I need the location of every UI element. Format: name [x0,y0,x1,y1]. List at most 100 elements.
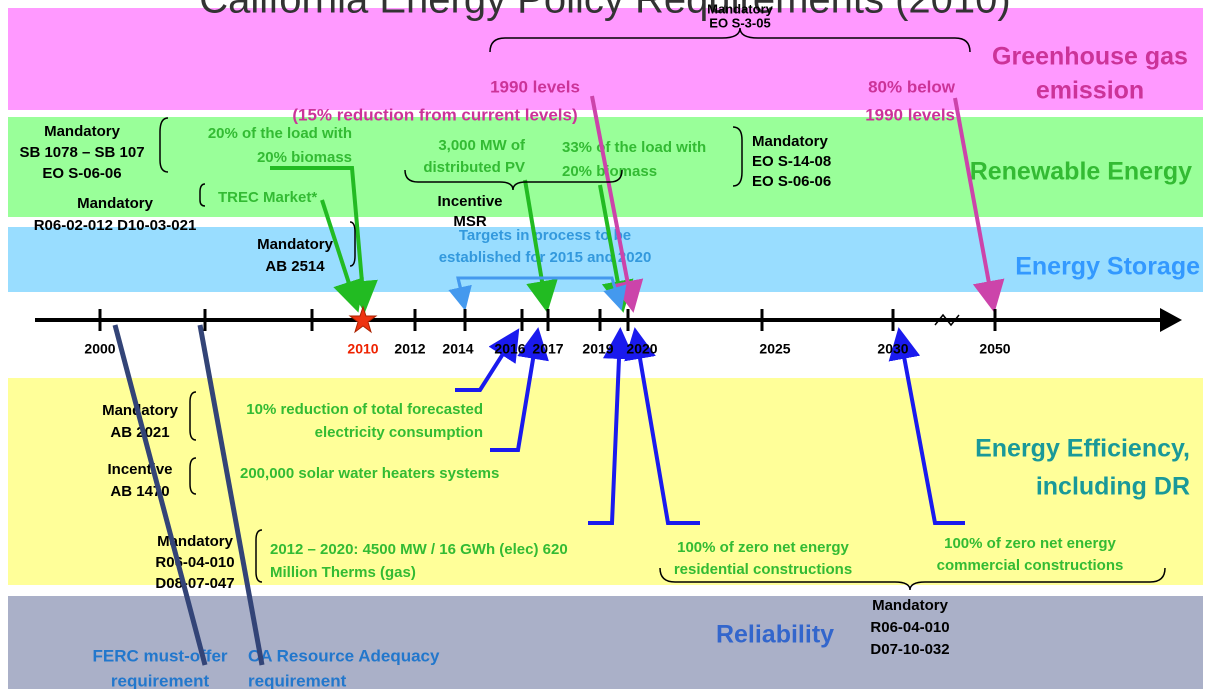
annotation: D08-07-047 [155,575,234,592]
year-label: 2050 [979,341,1010,357]
year-label: 2016 [494,341,525,357]
arrow [448,277,472,311]
annotation: R06-04-010 [155,554,234,571]
break-mark [934,313,960,327]
timeline-arrowhead [1160,308,1182,332]
year-label: 2000 [84,341,115,357]
brace [255,529,263,583]
annotation: D07-10-032 [870,641,949,658]
brace [159,117,169,173]
year-label: 2017 [532,341,563,357]
annotation: R06-02-012 D10-03-021 [34,217,197,234]
section-band [8,378,1203,585]
annotation: 20% biomass [257,149,352,166]
arrow [455,328,520,392]
brace [189,457,197,495]
section-label: emission [1036,77,1144,105]
title: California Energy Policy Requirements (2… [199,0,1010,22]
year-label: 2020 [626,341,657,357]
annotation: TREC Market* [218,189,317,206]
annotation: FERC must-offer [92,646,227,665]
braces [159,27,1166,591]
section-band [8,596,1203,689]
arrow [490,327,549,452]
annotation: Mandatory [102,402,179,419]
annotation: 20% biomass [562,163,657,180]
annotation: Incentive [437,193,502,210]
year-label: 2010 [347,341,378,357]
bands [8,8,1203,689]
annotation: CA Resource Adequacy [248,646,440,665]
arrow [953,97,1005,313]
timeline: 2000 2010 2012 2014 2016 2017 2019 2020 2025 2030… [84,309,1011,357]
annotation: Mandatory [707,1,774,16]
star [348,305,378,334]
year-label: 2019 [582,341,613,357]
year-label: 2014 [442,341,473,357]
annotation: Targets in process to be [459,227,631,244]
arrow [270,166,378,313]
annotation: commercial constructions [937,557,1124,574]
section-label: including DR [1036,473,1190,501]
annotation: 2012 – 2020: 4500 MW / 16 GWh (elec) 620 [270,541,568,558]
year-label: 2025 [759,341,790,357]
annotation: 3,000 MW of [438,137,526,154]
arrow [320,199,364,313]
annotation: 33% of the load with [562,139,706,156]
section-band [8,8,1203,110]
annotation: EO S-06-06 [42,165,121,182]
annotation: Million Therms (gas) [270,564,416,581]
annotation: R06-04-010 [870,619,949,636]
arrow [112,324,208,666]
annotation: Mandatory [752,133,829,150]
year-label: 2012 [394,341,425,357]
brace [732,126,743,187]
annotation: 1990 levels [490,77,580,96]
arrow [888,327,965,525]
annotation: requirement [111,671,210,689]
arrow [624,327,700,525]
brace [189,391,197,441]
annotation: 200,000 solar water heaters systems [240,465,499,482]
brace [659,567,1166,591]
year-label: 2030 [877,341,908,357]
annotation: Mandatory [77,195,154,212]
annotation: 10% reduction of total forecasted [246,401,483,418]
section-label: Reliability [716,621,834,649]
annotation: Incentive [107,461,172,478]
annotation: Mandatory [157,533,234,550]
annotation: EO S-06-06 [752,173,831,190]
brace [489,27,971,53]
section-label: Energy Storage [1015,253,1200,281]
arrow [588,327,635,525]
annotation: AB 2021 [110,424,169,441]
annotation: Mandatory [44,123,121,140]
annotation: AB 1470 [110,483,169,500]
arrow [590,95,644,313]
annotation: electricity consumption [315,424,483,441]
brace [404,169,623,191]
arrow [197,324,265,666]
annotation: 100% of zero net energy [677,539,849,556]
annotation: EO S-14-08 [752,153,831,170]
annotation: MSR [453,213,487,230]
annotation: 1990 levels [865,105,955,124]
annotation: residential constructions [674,561,852,578]
arrow [523,179,558,313]
annotation: 20% of the load with [208,125,352,142]
annotation: established for 2015 and 2020 [439,249,652,266]
section-label: Greenhouse gas [992,43,1188,71]
annotation: SB 1078 – SB 107 [19,144,144,161]
annotation: Mandatory [872,597,949,614]
brace [349,221,356,267]
annotation: (15% reduction from current levels) [292,105,577,124]
annotation: Mandatory [257,236,334,253]
annotation: EO S-3-05 [709,15,770,30]
annotation: distributed PV [423,159,525,176]
annotation: requirement [248,671,347,689]
annotation: 100% of zero net energy [944,535,1116,552]
annotation: AB 2514 [265,258,325,275]
section-label: Renewable Energy [970,158,1192,186]
brace [199,183,206,207]
